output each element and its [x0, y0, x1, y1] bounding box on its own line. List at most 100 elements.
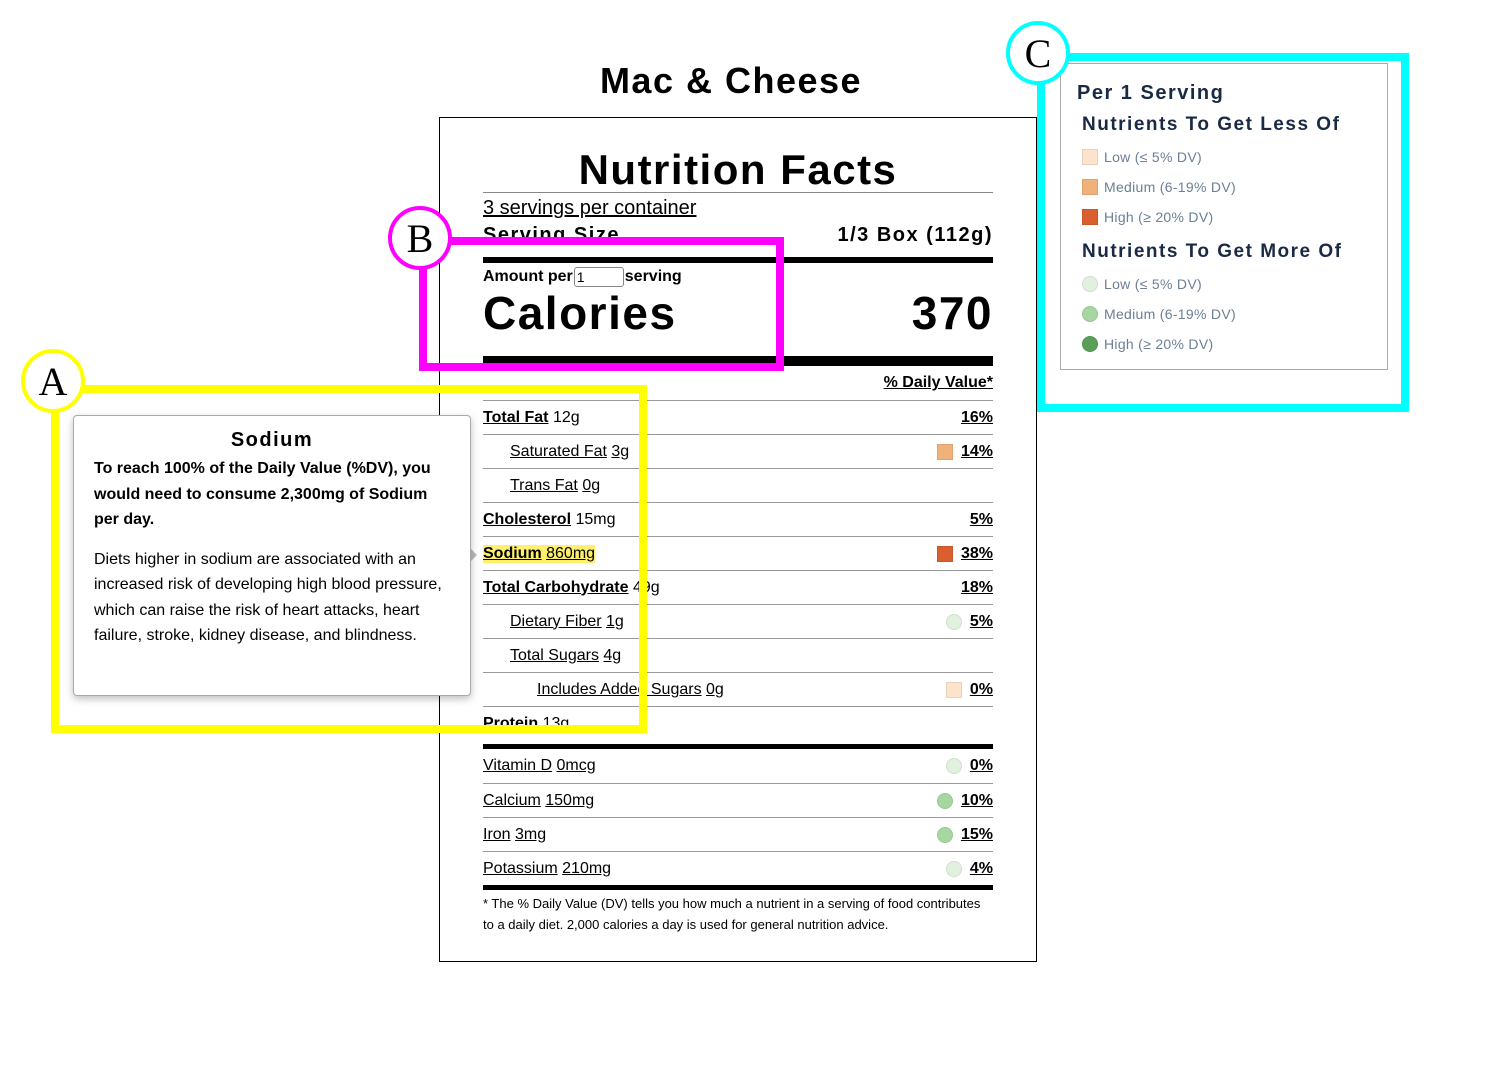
- nutrient-row: Cholesterol 15mg 5%: [483, 502, 993, 536]
- servings-input[interactable]: [573, 267, 624, 287]
- legend-label: High (≥ 20% DV): [1104, 209, 1214, 225]
- tooltip: Sodium To reach 100% of the Daily Value …: [73, 415, 471, 696]
- legend-swatch: [1082, 179, 1098, 195]
- serving-size-label: Serving Size: [483, 224, 620, 246]
- nutrient-text[interactable]: Sodium 860mg: [483, 544, 596, 563]
- nutrient-row: Potassium 210mg 4%: [483, 851, 993, 885]
- annotation-badge: [21, 349, 85, 413]
- daily-value[interactable]: 0%: [969, 757, 993, 774]
- daily-value[interactable]: 10%: [960, 791, 993, 809]
- nutrient-row: Iron 3mg 15%: [483, 817, 993, 851]
- nutrient-text[interactable]: Calcium 150mg: [483, 792, 594, 810]
- level-marker: [945, 681, 962, 698]
- nutrient-text[interactable]: Saturated Fat 3g: [510, 443, 629, 461]
- tooltip-summary: To reach 100% of the Daily Value (%DV), …: [94, 460, 431, 528]
- nutrient-text[interactable]: Dietary Fiber 1g: [510, 613, 624, 631]
- nutrition-label: Nutrition Facts 3 servings per container…: [439, 117, 1037, 962]
- nutrient-name[interactable]: Sodium: [483, 544, 542, 562]
- level-marker: [945, 613, 962, 630]
- annotation-letter: A: [39, 359, 68, 404]
- nutrient-amount: 13g: [542, 714, 570, 732]
- nutrient-name[interactable]: Calcium: [483, 791, 541, 809]
- nutrient-text[interactable]: Trans Fat 0g: [510, 477, 600, 495]
- nutrient-amount: 49g: [632, 578, 660, 596]
- nutrient-text[interactable]: Potassium 210mg: [483, 860, 611, 878]
- legend: Per 1 Serving Nutrients To Get Less Of Lo…: [1060, 63, 1388, 370]
- legend-label: Medium (6-19% DV): [1104, 179, 1236, 195]
- nutrient-text[interactable]: Cholesterol 15mg: [483, 511, 616, 529]
- nutrient-row: Saturated Fat 3g 14%: [483, 434, 993, 468]
- nutrient-name[interactable]: Iron: [483, 825, 511, 843]
- calories-row: Calories 370: [483, 290, 993, 336]
- nutrient-rows: Total Fat 12g 16% Saturated Fat 3g 14% Trans…: [483, 400, 993, 740]
- level-marker: [936, 826, 953, 843]
- daily-value[interactable]: 15%: [960, 825, 993, 843]
- nutrient-amount: 15mg: [575, 510, 616, 528]
- legend-item: Medium (6-19% DV): [1077, 172, 1387, 202]
- nutrient-text[interactable]: Total Fat 12g: [483, 409, 580, 427]
- nutrient-name[interactable]: Total Sugars: [510, 646, 599, 664]
- legend-swatch: [1082, 276, 1098, 292]
- nutrient-name[interactable]: Vitamin D: [483, 757, 553, 774]
- nutrient-row: Includes Added Sugars 0g 0%: [483, 672, 993, 706]
- legend-swatch: [1082, 209, 1098, 225]
- legend-label: Low (≤ 5% DV): [1104, 149, 1202, 165]
- daily-value[interactable]: 5%: [969, 510, 993, 528]
- nutrient-name[interactable]: Total Fat: [483, 408, 549, 426]
- nutrient-amount: 3mg: [515, 825, 547, 843]
- nutrient-text[interactable]: Total Carbohydrate 49g: [483, 579, 660, 597]
- legend-swatch: [1082, 306, 1098, 322]
- nutrient-row: Calcium 150mg 10%: [483, 783, 993, 817]
- legend-label: High (≥ 20% DV): [1104, 336, 1214, 352]
- nutrient-name[interactable]: Dietary Fiber: [510, 612, 602, 630]
- nutrient-text[interactable]: Total Sugars 4g: [510, 647, 621, 665]
- servings-link[interactable]: 3 servings per container: [483, 197, 697, 219]
- nutrient-amount: 0mcg: [556, 757, 596, 774]
- daily-value[interactable]: 18%: [960, 578, 993, 596]
- nutrient-text[interactable]: Includes Added Sugars 0g: [537, 681, 724, 699]
- legend-item: High (≥ 20% DV): [1077, 202, 1387, 232]
- nutrient-row: Protein 13g: [483, 706, 993, 740]
- legend-label: Medium (6-19% DV): [1104, 306, 1236, 322]
- daily-value[interactable]: 5%: [969, 612, 993, 630]
- tooltip-title: Sodium: [230, 429, 314, 451]
- nutrient-text[interactable]: Iron 3mg: [483, 826, 546, 844]
- nutrient-amount: 210mg: [562, 859, 612, 877]
- serving-size: 1/3 Box (112g): [837, 224, 993, 246]
- nutrient-name[interactable]: Potassium: [483, 859, 558, 877]
- nutrient-name[interactable]: Cholesterol: [483, 510, 572, 528]
- nutrient-name[interactable]: Saturated Fat: [510, 442, 607, 460]
- nutrient-amount: 860mg: [546, 544, 596, 562]
- annotation-letter: B: [407, 216, 434, 261]
- daily-value[interactable]: 0%: [969, 680, 993, 698]
- nutrient-row: Total Fat 12g 16%: [483, 400, 993, 434]
- nutrient-row: Total Sugars 4g: [483, 638, 993, 672]
- nutrient-text[interactable]: Vitamin D 0mcg: [483, 757, 596, 775]
- legend-item: Low (≤ 5% DV): [1077, 269, 1387, 299]
- daily-value[interactable]: 14%: [960, 442, 993, 460]
- legend-title: Per 1 Serving: [1077, 82, 1225, 104]
- label-content: Nutrition Facts 3 servings per container…: [483, 148, 993, 935]
- daily-value[interactable]: 4%: [969, 859, 993, 877]
- daily-value[interactable]: 38%: [960, 544, 993, 562]
- legend-item: Medium (6-19% DV): [1077, 299, 1387, 329]
- nutrient-text[interactable]: Protein 13g: [483, 715, 569, 733]
- legend-group-heading: Nutrients To Get Less Of: [1082, 114, 1341, 135]
- nutrient-name[interactable]: Protein: [483, 714, 539, 732]
- nutrient-amount: 0g: [706, 680, 724, 698]
- legend-swatch: [1082, 149, 1098, 165]
- level-marker: [936, 443, 953, 460]
- vitamin-rows: Vitamin D 0mcg 0% Calcium 150mg 10% Iron 3mg…: [483, 749, 993, 885]
- daily-value[interactable]: 16%: [960, 408, 993, 426]
- nutrient-amount: 0g: [582, 476, 601, 494]
- level-marker: [936, 792, 953, 809]
- nutrient-amount: 1g: [606, 612, 624, 630]
- nutrient-amount: 4g: [603, 646, 622, 664]
- tooltip-body: Diets higher in sodium are associated wi…: [94, 550, 442, 645]
- nutrient-name[interactable]: Trans Fat: [510, 476, 578, 494]
- nutrient-name[interactable]: Includes Added Sugars: [537, 680, 702, 698]
- divider: [483, 744, 993, 749]
- nutrient-name[interactable]: Total Carbohydrate: [483, 578, 629, 596]
- level-marker: [945, 758, 962, 774]
